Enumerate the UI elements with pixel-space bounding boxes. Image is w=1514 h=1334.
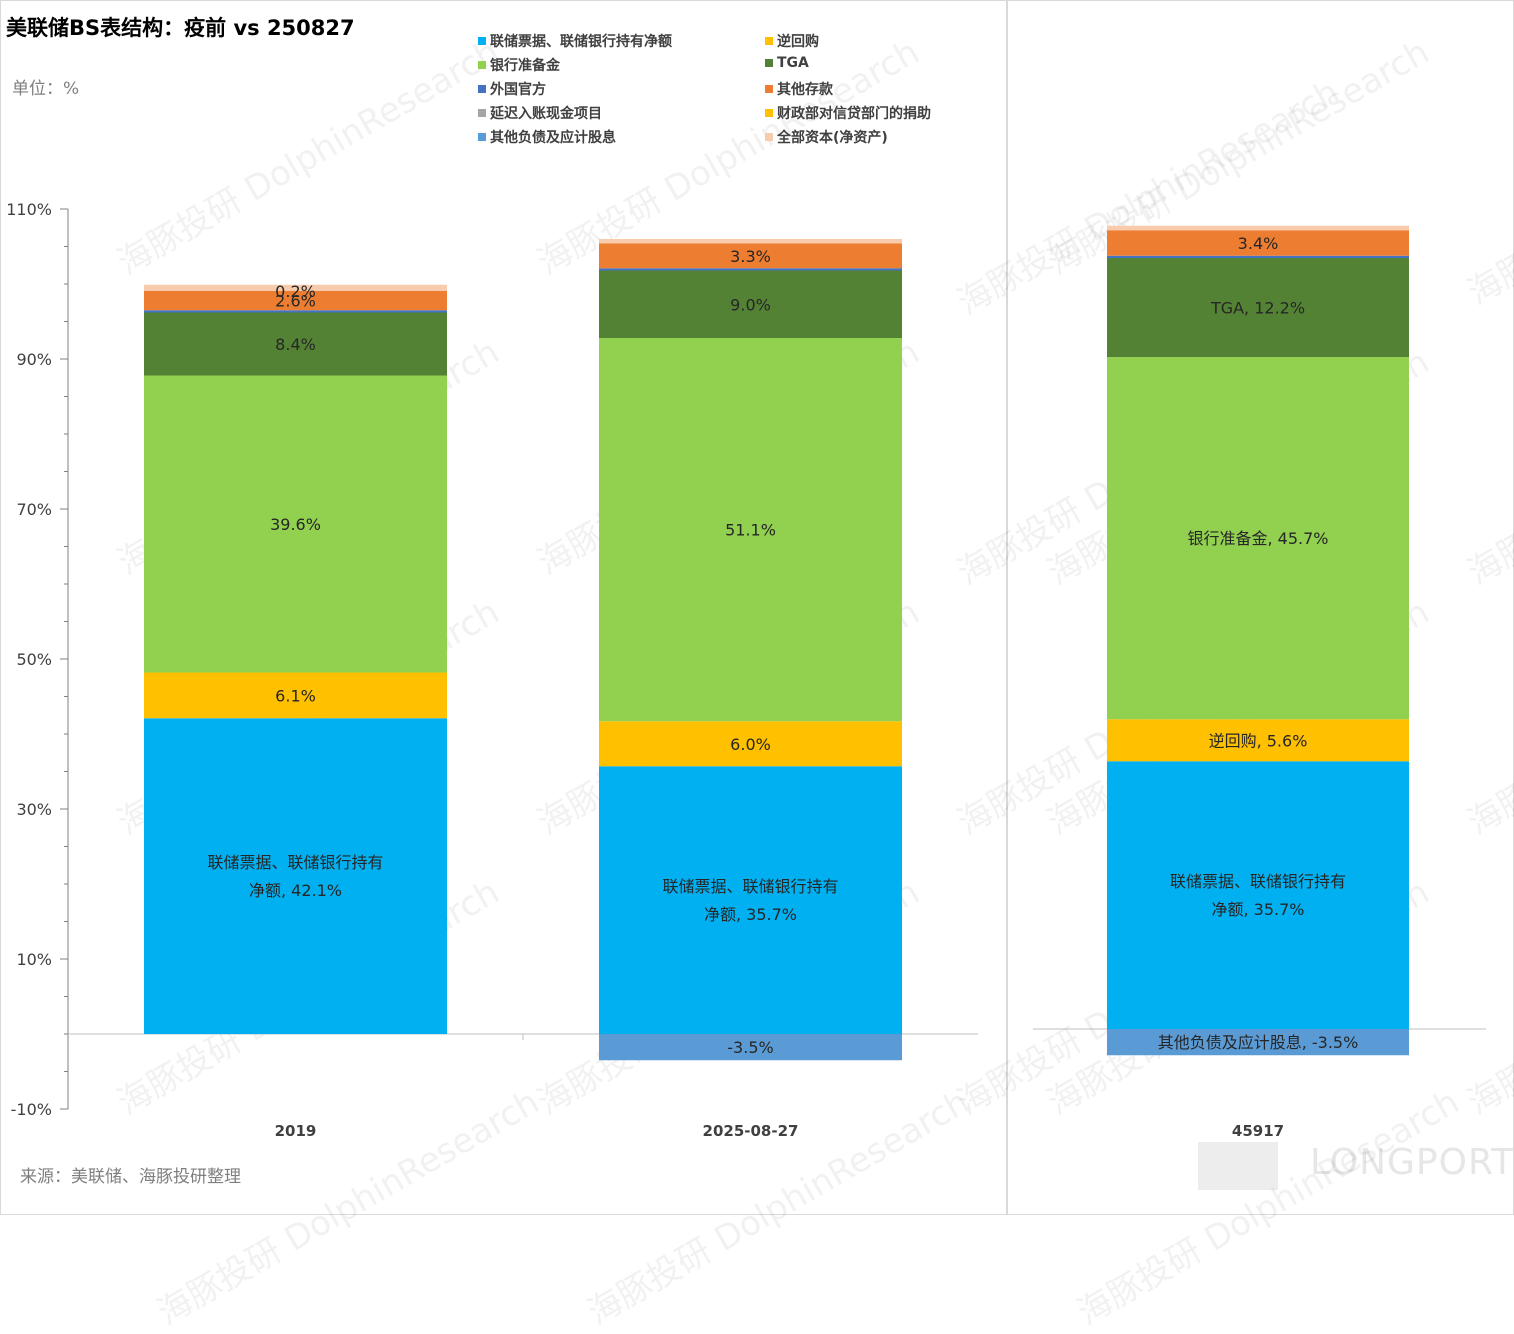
- legend-item: TGA: [765, 55, 809, 71]
- bar-segment: [144, 718, 447, 1034]
- footer-watermark: LONGPORT: [1310, 1142, 1514, 1183]
- data-label: 其他负债及应计股息, -3.5%: [1158, 1033, 1359, 1052]
- legend-label: 延迟入账现金项目: [490, 106, 602, 122]
- y-tick-label: 50%: [16, 650, 52, 669]
- bar-segment: [1107, 225, 1409, 231]
- bar-segment: [599, 268, 902, 271]
- bar-segment: [1107, 255, 1409, 258]
- legend-swatch: [478, 61, 486, 69]
- legend-swatch: [765, 85, 773, 93]
- data-label: 2.6%: [275, 292, 316, 311]
- legend-swatch: [765, 37, 773, 45]
- legend-swatch: [765, 109, 773, 117]
- legend-item: 联储票据、联储银行持有净额: [478, 31, 672, 51]
- data-label: 净额, 35.7%: [704, 905, 797, 924]
- data-label: 9.0%: [730, 295, 771, 314]
- bar-segment: [599, 766, 902, 1034]
- bar-segment: [1107, 761, 1409, 1029]
- legend-item: 银行准备金: [478, 55, 560, 75]
- y-tick-label: 70%: [16, 500, 52, 519]
- bar-segment: [144, 290, 447, 311]
- source-note: 来源：美联储、海豚投研整理: [20, 1167, 241, 1187]
- data-label: 逆回购, 5.6%: [1209, 731, 1308, 750]
- data-label: TGA, 12.2%: [1210, 299, 1305, 318]
- data-label: 0.2%: [275, 282, 316, 301]
- x-tick-label: 45917: [1232, 1122, 1284, 1140]
- bar-segment: [144, 672, 447, 719]
- legend-label: 财政部对信贷部门的捐助: [777, 106, 931, 122]
- legend-label: 全部资本(净资产): [777, 130, 888, 146]
- bar-segment: [599, 270, 902, 338]
- bar-segment: [144, 375, 447, 673]
- legend-item: 其他存款: [765, 79, 833, 99]
- bar-segment: [144, 284, 447, 291]
- legend-label: 其他负债及应计股息: [490, 130, 616, 146]
- y-tick-label: 90%: [16, 350, 52, 369]
- y-tick-label: 110%: [6, 200, 52, 219]
- chart-title: 美联储BS表结构：疫前 vs 250827: [6, 16, 355, 40]
- legend-swatch: [765, 59, 773, 67]
- bar-segment: [599, 338, 902, 722]
- data-label: 联储票据、联储银行持有: [662, 877, 838, 896]
- data-label: 3.4%: [1238, 234, 1279, 253]
- y-tick-label: 10%: [16, 950, 52, 969]
- legend-item: 延迟入账现金项目: [478, 103, 602, 123]
- bar-segment: [1107, 258, 1409, 357]
- data-label: 8.4%: [275, 335, 316, 354]
- data-label: 6.1%: [275, 686, 316, 705]
- legend-swatch: [478, 133, 486, 141]
- data-label: 净额, 42.1%: [249, 881, 342, 900]
- x-tick-label: 2025-08-27: [703, 1122, 799, 1140]
- legend-label: TGA: [777, 55, 809, 71]
- bar-segment: [1107, 357, 1409, 720]
- legend-swatch: [478, 85, 486, 93]
- bar-segment: [144, 310, 447, 313]
- data-label: 51.1%: [725, 521, 776, 540]
- data-label: 联储票据、联储银行持有: [1170, 872, 1346, 891]
- legend-swatch: [478, 37, 486, 45]
- legend-item: 逆回购: [765, 31, 819, 51]
- data-label: 净额, 35.7%: [1211, 900, 1304, 919]
- legend-item: 财政部对信贷部门的捐助: [765, 103, 931, 123]
- stacked-bar-chart: 110%90%70%50%30%10%-10%联储票据、联储银行持有净额, 42…: [6, 200, 1486, 1140]
- bar-segment: [599, 239, 902, 244]
- bar-segment: [599, 1034, 902, 1061]
- legend-label: 外国官方: [490, 82, 546, 98]
- legend-swatch: [765, 133, 773, 141]
- data-label: 3.3%: [730, 247, 771, 266]
- data-label: 6.0%: [730, 735, 771, 754]
- bar-segment: [1107, 719, 1409, 762]
- bar-segment: [599, 243, 902, 269]
- legend-label: 逆回购: [777, 34, 819, 50]
- legend-swatch: [478, 109, 486, 117]
- legend-item: 全部资本(净资产): [765, 127, 888, 147]
- legend-label: 银行准备金: [490, 58, 560, 74]
- legend-label: 其他存款: [777, 82, 833, 98]
- bar-segment: [1107, 230, 1409, 256]
- legend-item: 其他负债及应计股息: [478, 127, 616, 147]
- bar-segment: [144, 312, 447, 376]
- data-label: -3.5%: [727, 1038, 773, 1057]
- longport-logo-icon: [1198, 1142, 1278, 1190]
- legend-item: 外国官方: [478, 79, 546, 99]
- data-label: 39.6%: [270, 515, 321, 534]
- bar-segment: [599, 721, 902, 767]
- unit-label: 单位：%: [12, 79, 80, 99]
- y-tick-label: -10%: [11, 1100, 52, 1119]
- legend-label: 联储票据、联储银行持有净额: [490, 34, 672, 50]
- data-label: 银行准备金, 45.7%: [1187, 529, 1328, 548]
- data-label: 联储票据、联储银行持有: [207, 853, 383, 872]
- y-tick-label: 30%: [16, 800, 52, 819]
- x-tick-label: 2019: [275, 1122, 317, 1140]
- bar-segment: [1107, 1029, 1409, 1056]
